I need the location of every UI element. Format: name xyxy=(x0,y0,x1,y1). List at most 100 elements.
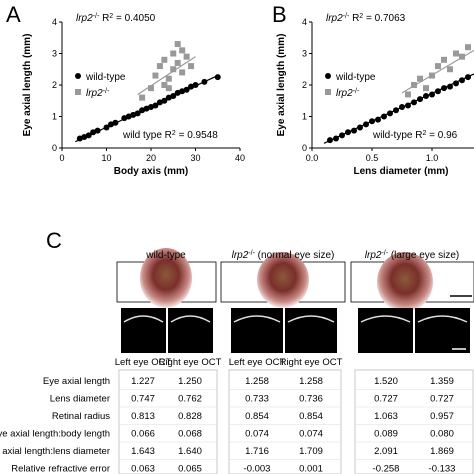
point xyxy=(345,129,351,136)
y-tick-label: 0 xyxy=(52,143,57,153)
point xyxy=(148,85,154,92)
text-segment: 2 xyxy=(109,13,113,20)
legend-sup: -/- xyxy=(103,88,110,95)
cell: 1.643 xyxy=(131,446,155,457)
row-label: Relative refractive error xyxy=(11,464,110,474)
point xyxy=(161,97,168,104)
point xyxy=(183,53,190,60)
oct-label: Left eye OCT xyxy=(229,357,286,368)
y-tick-label: 4 xyxy=(52,17,57,27)
point xyxy=(214,74,221,81)
x-tick-label: 0.0 xyxy=(306,153,319,163)
photos xyxy=(116,248,474,312)
point xyxy=(459,53,465,60)
legend-marker xyxy=(325,89,331,95)
rich-text: lrp2-/- (normal eye size) xyxy=(232,250,335,262)
point xyxy=(411,99,417,106)
legend-label: lrp2-/- xyxy=(336,88,360,100)
cell: 0.001 xyxy=(299,464,323,474)
rich-text: wild-type xyxy=(145,250,186,261)
point xyxy=(423,85,429,92)
panel-letter: B xyxy=(272,2,287,27)
point xyxy=(139,94,146,101)
x-tick-label: 20 xyxy=(146,153,156,163)
point xyxy=(429,91,435,98)
y-tick-label: 3 xyxy=(52,49,57,59)
cell: -0.133 xyxy=(429,464,456,474)
point xyxy=(152,102,159,109)
row-label: Eye axial length:lens diameter xyxy=(0,446,110,457)
panel-letter: C xyxy=(46,228,62,253)
row-label: Retinal radius xyxy=(52,411,110,422)
point xyxy=(375,116,381,123)
text-segment: R xyxy=(349,13,359,24)
text-segment: R xyxy=(99,13,109,24)
point xyxy=(405,102,411,109)
y-axis-title: Eye axial length (mm) xyxy=(276,34,287,137)
y-tick-label: 4 xyxy=(302,17,307,27)
point xyxy=(459,77,465,84)
x-axis-title: Lens diameter (mm) xyxy=(353,166,448,177)
text-segment: -/- xyxy=(343,13,350,20)
cell: 0.089 xyxy=(374,429,398,440)
legend-name: lrp2 xyxy=(336,88,353,99)
point xyxy=(441,56,447,63)
x-tick-label: 40 xyxy=(235,153,245,163)
point xyxy=(112,119,119,126)
point xyxy=(165,85,172,92)
point xyxy=(156,63,163,70)
y-tick-label: 3 xyxy=(302,49,307,59)
cell: 1.250 xyxy=(178,376,202,387)
y-tick-label: 2 xyxy=(52,80,57,90)
point xyxy=(170,66,177,73)
cell: 0.080 xyxy=(430,429,454,440)
cell: 1.869 xyxy=(430,446,454,457)
cell: 1.709 xyxy=(299,446,323,457)
y-axis-title: Eye axial length (mm) xyxy=(22,34,33,137)
point xyxy=(453,80,459,87)
oct-images xyxy=(121,308,470,353)
x-tick-label: 10 xyxy=(101,153,111,163)
cell: 0.957 xyxy=(430,411,454,422)
point xyxy=(170,93,177,100)
point xyxy=(333,135,339,142)
point xyxy=(387,110,393,117)
cell: 0.733 xyxy=(245,394,269,405)
text-segment: -/- xyxy=(381,250,388,257)
legend-name: wild-type xyxy=(335,72,376,83)
point xyxy=(183,86,190,93)
y-tick-label: 0 xyxy=(302,143,307,153)
text-segment: -/- xyxy=(248,250,255,257)
cell: 0.736 xyxy=(299,394,323,405)
cell: 0.727 xyxy=(430,394,454,405)
cell: 1.520 xyxy=(374,376,398,387)
cell: 0.747 xyxy=(131,394,155,405)
point xyxy=(453,50,459,57)
row-label: Eye axial length:body length xyxy=(0,429,110,440)
cell: 1.227 xyxy=(131,376,155,387)
row-label: Lens diameter xyxy=(50,394,110,405)
point xyxy=(429,72,435,79)
legend-name: lrp2 xyxy=(86,88,103,99)
point xyxy=(161,82,168,88)
cell: 0.068 xyxy=(178,429,202,440)
x-tick-label: 1.0 xyxy=(426,153,439,163)
point xyxy=(161,56,168,63)
point xyxy=(152,72,159,79)
point xyxy=(170,50,177,57)
point xyxy=(435,88,441,95)
cell: 2.091 xyxy=(374,446,398,457)
cell: 0.813 xyxy=(131,411,155,422)
legend-label: wild-type xyxy=(85,72,126,83)
cell: 0.727 xyxy=(374,394,398,405)
oct-label: Right eye OCT xyxy=(280,357,343,368)
x-axis-title: Body axis (mm) xyxy=(114,166,188,177)
table-boxes xyxy=(118,369,474,474)
point xyxy=(423,93,429,100)
trend-line xyxy=(137,56,196,95)
text-segment: lrp2 xyxy=(326,13,343,24)
row-label: Eye axial length xyxy=(43,376,110,387)
point xyxy=(201,78,208,85)
point xyxy=(405,91,411,98)
